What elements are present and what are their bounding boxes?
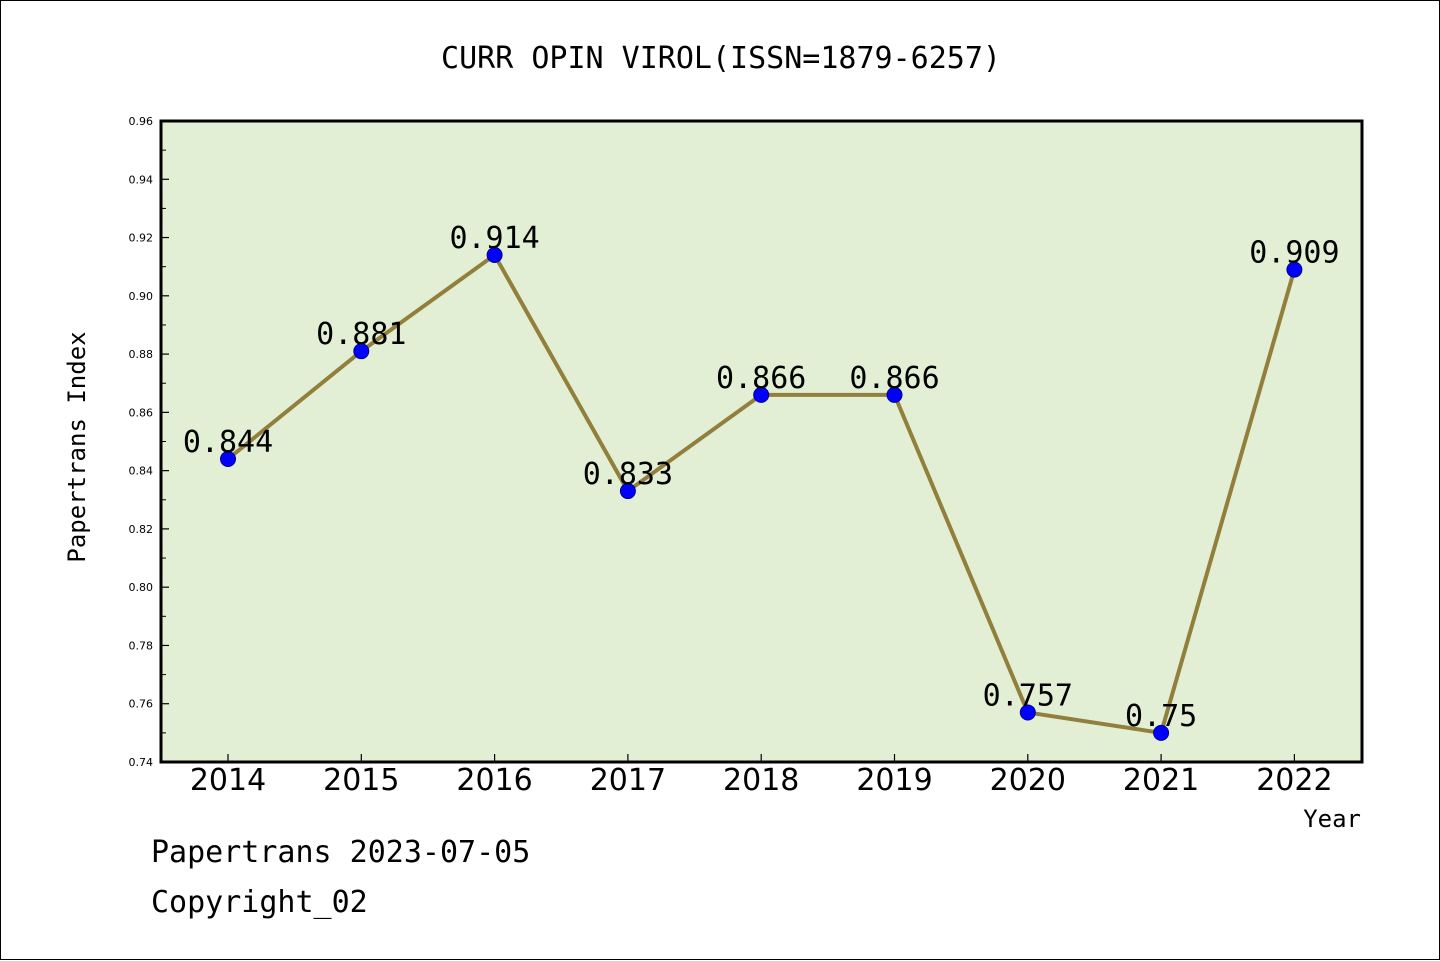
data-point xyxy=(619,483,636,500)
x-tick-label: 2017 xyxy=(590,763,666,798)
data-point xyxy=(220,450,236,467)
x-axis: 2014 2015 2016 2017 2018 2019 2020 2021 2022 xyxy=(190,754,1333,798)
y-tick-label: 0.76 xyxy=(129,698,154,711)
x-tick-label: 2014 xyxy=(190,763,266,798)
data-point xyxy=(486,247,503,264)
y-tick-label: 0.84 xyxy=(129,465,154,478)
y-axis: 0.74 0.76 0.78 0.80 0.82 0.84 0.86 0.88 0.90 0.92… xyxy=(129,115,169,769)
plot-area xyxy=(159,119,1364,764)
data-point xyxy=(753,386,770,403)
data-label: 0.75 xyxy=(1125,699,1197,734)
y-tick-label: 0.78 xyxy=(129,639,154,652)
data-label: 0.866 xyxy=(849,361,939,396)
data-label: 0.881 xyxy=(316,317,406,352)
data-label: 0.866 xyxy=(716,361,806,396)
y-tick-label: 0.92 xyxy=(129,232,154,245)
y-tick-label: 0.90 xyxy=(129,290,154,303)
x-tick-label: 2020 xyxy=(990,763,1066,798)
y-tick-label: 0.86 xyxy=(129,406,154,419)
data-label: 0.833 xyxy=(583,457,673,492)
data-point xyxy=(1019,704,1036,721)
series-group: 0.844 0.881 0.914 0.833 0.866 0.866 0.757 0.75 0… xyxy=(183,221,1340,741)
x-tick-label: 2016 xyxy=(456,763,532,798)
x-axis-label: Year xyxy=(1303,805,1361,833)
y-tick-label: 0.74 xyxy=(129,756,154,769)
data-label: 0.844 xyxy=(183,425,273,460)
data-point xyxy=(1286,261,1303,278)
footer-copyright: Copyright_02 xyxy=(151,885,368,920)
data-label: 0.909 xyxy=(1249,236,1339,271)
data-point xyxy=(886,386,903,403)
x-tick-label: 2022 xyxy=(1256,763,1332,798)
data-label: 0.757 xyxy=(983,678,1073,713)
y-tick-label: 0.96 xyxy=(129,115,154,128)
y-tick-label: 0.80 xyxy=(129,581,154,594)
y-tick-label: 0.88 xyxy=(129,348,154,361)
data-point xyxy=(353,343,370,360)
data-point xyxy=(1153,724,1170,741)
y-tick-label: 0.94 xyxy=(129,173,154,186)
chart-title: CURR OPIN VIROL(ISSN=1879-6257) xyxy=(441,41,1001,76)
data-label: 0.914 xyxy=(449,221,539,256)
x-tick-label: 2021 xyxy=(1123,763,1199,798)
x-tick-label: 2019 xyxy=(856,763,932,798)
x-tick-label: 2015 xyxy=(323,763,399,798)
footer-date: Papertrans 2023-07-05 xyxy=(151,835,531,870)
y-tick-label: 0.82 xyxy=(129,523,154,536)
y-axis-label: Papertrans Index xyxy=(63,331,91,562)
x-tick-label: 2018 xyxy=(723,763,799,798)
